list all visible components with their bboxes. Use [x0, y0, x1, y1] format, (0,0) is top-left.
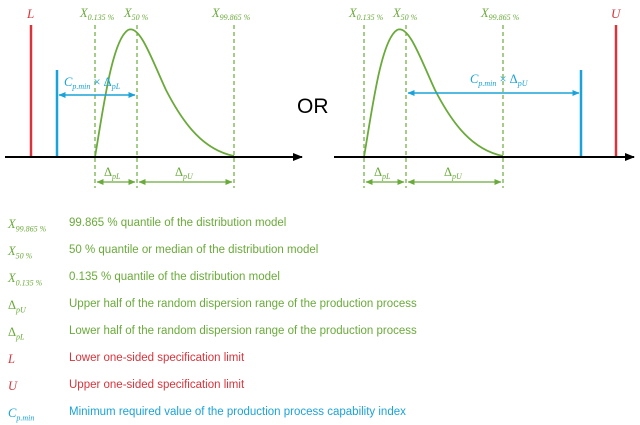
legend-row-l: L Lower one-sided specification limit — [0, 350, 640, 370]
left-panel: L X0.135 % X50 % X99.865 % Cp.min × ΔpL — [5, 6, 303, 188]
right-quantile-high-label: X99.865 % — [480, 6, 520, 22]
upper-spec-limit-label: U — [611, 6, 622, 21]
legend-row-delta-pu: ΔpU Upper half of the random dispersion … — [0, 296, 640, 316]
legend-symbol: Cp.min — [8, 406, 35, 423]
legend-description: 50 % quantile or median of the distribut… — [69, 244, 319, 256]
legend-symbol: X99.865 % — [8, 217, 47, 234]
legend-description: Minimum required value of the production… — [69, 406, 406, 418]
right-delta-low-label: ΔpL — [374, 165, 391, 181]
legend-symbol: X50 % — [8, 244, 33, 261]
lower-spec-limit-label: L — [26, 6, 34, 21]
legend-description: 0.135 % quantile of the distribution mod… — [69, 271, 280, 283]
legend-symbol: ΔpU — [8, 298, 26, 315]
legend-row-x-50: X50 % 50 % quantile or median of the dis… — [0, 242, 640, 262]
right-panel: U X0.135 % X50 % X99.865 % Cp.min × ΔpU — [334, 6, 635, 188]
legend-description: 99.865 % quantile of the distribution mo… — [69, 217, 287, 229]
left-quantile-high-label: X99.865 % — [211, 6, 251, 22]
legend-row-x-99865: X99.865 % 99.865 % quantile of the distr… — [0, 215, 640, 235]
left-delta-high-label: ΔpU — [175, 165, 194, 181]
legend-row-delta-pl: ΔpL Lower half of the random dispersion … — [0, 323, 640, 343]
left-quantile-low-label: X0.135 % — [79, 6, 115, 22]
legend-description: Upper one-sided specification limit — [69, 379, 245, 391]
right-quantile-low-label: X0.135 % — [348, 6, 384, 22]
right-distribution-curve — [363, 28, 504, 158]
legend-description: Upper half of the random dispersion rang… — [69, 298, 417, 310]
or-label: OR — [297, 95, 329, 118]
capability-diagram: L X0.135 % X50 % X99.865 % Cp.min × ΔpL — [5, 6, 635, 188]
left-median-label: X50 % — [123, 6, 149, 22]
legend-symbol: ΔpL — [8, 325, 25, 342]
right-capability-label: Cp.min × ΔpU — [470, 72, 529, 88]
legend-description: Lower one-sided specification limit — [69, 352, 245, 364]
legend-symbol: X0.135 % — [8, 271, 43, 288]
legend-symbol: L — [8, 352, 15, 366]
legend: X99.865 % 99.865 % quantile of the distr… — [0, 205, 640, 425]
legend-description: Lower half of the random dispersion rang… — [69, 325, 417, 337]
legend-symbol: U — [8, 379, 18, 393]
left-delta-low-label: ΔpL — [104, 165, 121, 181]
right-median-label: X50 % — [392, 6, 418, 22]
left-capability-label: Cp.min × ΔpL — [64, 75, 121, 91]
left-distribution-curve — [94, 28, 235, 158]
right-delta-high-label: ΔpU — [444, 165, 463, 181]
legend-row-x-0135: X0.135 % 0.135 % quantile of the distrib… — [0, 269, 640, 289]
legend-row-u: U Upper one-sided specification limit — [0, 377, 640, 397]
legend-row-cpmin: Cp.min Minimum required value of the pro… — [0, 404, 640, 424]
